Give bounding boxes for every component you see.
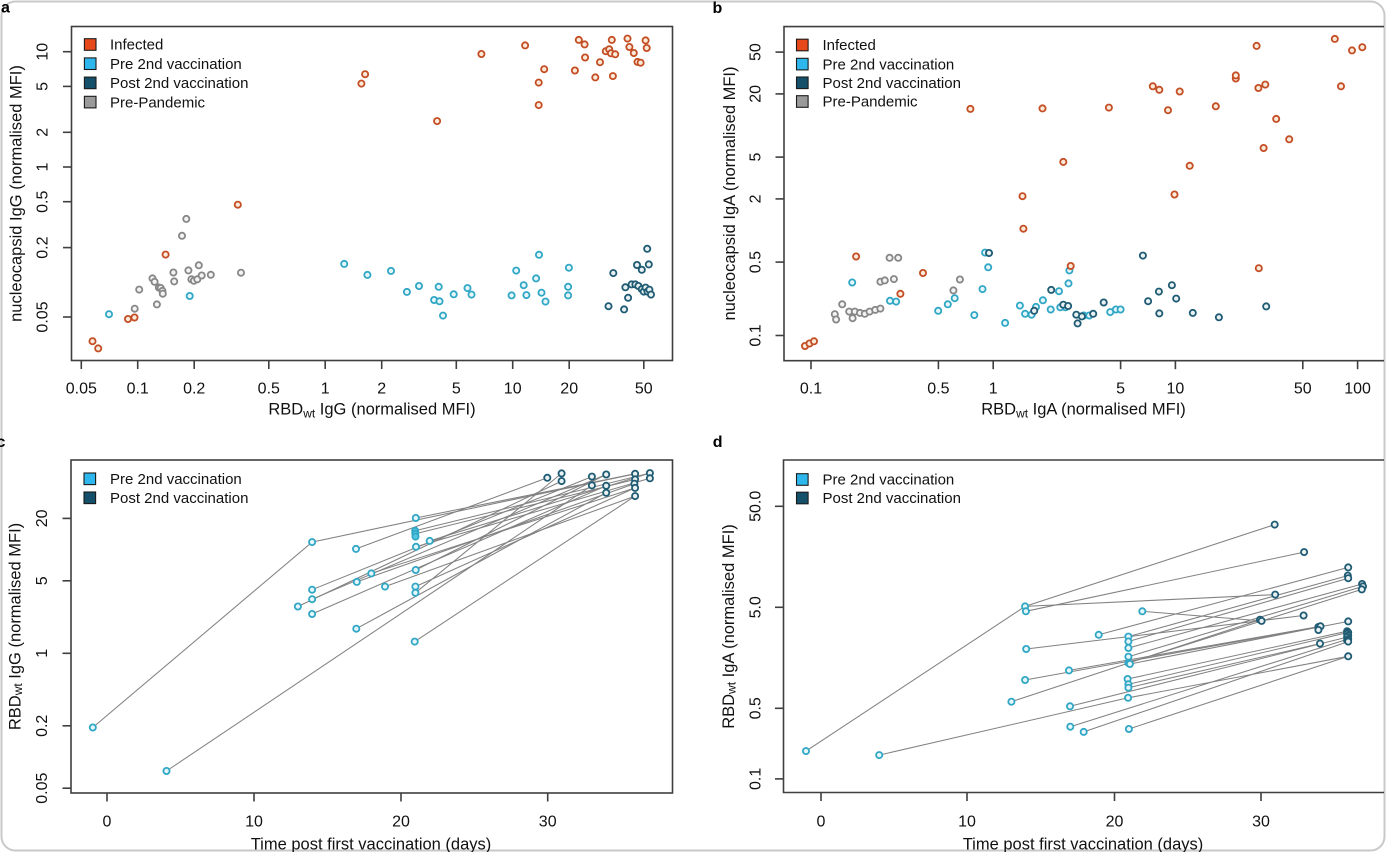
svg-text:0.1: 0.1 — [748, 768, 765, 790]
svg-text:5: 5 — [748, 153, 765, 162]
svg-text:1: 1 — [989, 381, 998, 398]
svg-text:10: 10 — [1167, 381, 1185, 398]
svg-text:1: 1 — [34, 162, 51, 171]
svg-text:Time post first vaccination (d: Time post first vaccination (days) — [963, 836, 1204, 853]
svg-text:0.2: 0.2 — [183, 381, 205, 398]
svg-text:Post 2nd vaccination: Post 2nd vaccination — [110, 490, 248, 507]
svg-text:1: 1 — [34, 649, 51, 658]
svg-text:10: 10 — [34, 43, 51, 61]
svg-text:nucleocapsid IgA (normalised M: nucleocapsid IgA (normalised MFI) — [721, 66, 739, 320]
svg-text:30: 30 — [539, 814, 557, 831]
svg-text:Post 2nd vaccination: Post 2nd vaccination — [823, 490, 961, 507]
svg-text:Pre 2nd vaccination: Pre 2nd vaccination — [110, 471, 242, 488]
svg-text:0.1: 0.1 — [800, 381, 822, 398]
svg-text:0.05: 0.05 — [66, 381, 97, 398]
svg-text:10: 10 — [245, 814, 263, 831]
svg-text:Infected: Infected — [823, 37, 876, 54]
svg-text:0.1: 0.1 — [127, 381, 149, 398]
svg-text:50.0: 50.0 — [748, 491, 765, 522]
svg-text:Time post first vaccination (d: Time post first vaccination (days) — [251, 836, 492, 853]
svg-text:0.5: 0.5 — [258, 381, 280, 398]
svg-text:0.05: 0.05 — [34, 301, 51, 332]
svg-text:20: 20 — [1106, 814, 1124, 831]
svg-text:Pre 2nd vaccination: Pre 2nd vaccination — [823, 56, 955, 73]
svg-text:d: d — [713, 434, 723, 451]
svg-text:0.1: 0.1 — [748, 324, 765, 346]
svg-text:RBDwt IgG (normalised MFI): RBDwt IgG (normalised MFI) — [6, 523, 25, 730]
svg-text:20: 20 — [392, 814, 410, 831]
svg-text:5: 5 — [1116, 381, 1125, 398]
svg-text:RBDwt IgA (normalised MFI): RBDwt IgA (normalised MFI) — [981, 400, 1186, 420]
svg-text:Pre 2nd vaccination: Pre 2nd vaccination — [110, 56, 242, 73]
svg-text:RBDwt IgA (normalised MFI): RBDwt IgA (normalised MFI) — [720, 524, 739, 729]
svg-text:Infected: Infected — [110, 37, 163, 54]
svg-text:c: c — [0, 434, 6, 451]
svg-text:50: 50 — [635, 381, 653, 398]
svg-text:30: 30 — [1252, 814, 1270, 831]
svg-text:50: 50 — [748, 43, 765, 61]
svg-text:0.2: 0.2 — [34, 236, 51, 258]
svg-text:0.05: 0.05 — [34, 773, 51, 804]
svg-text:2: 2 — [748, 194, 765, 203]
svg-text:0.5: 0.5 — [34, 190, 51, 212]
svg-text:20: 20 — [560, 381, 578, 398]
svg-text:10: 10 — [958, 814, 976, 831]
svg-text:10: 10 — [504, 381, 522, 398]
svg-text:0.5: 0.5 — [748, 251, 765, 273]
svg-text:20: 20 — [34, 509, 51, 527]
svg-text:b: b — [713, 0, 723, 17]
svg-text:0.5: 0.5 — [927, 381, 949, 398]
svg-text:Pre 2nd vaccination: Pre 2nd vaccination — [823, 472, 955, 489]
svg-text:5: 5 — [34, 576, 51, 585]
svg-text:100: 100 — [1344, 381, 1371, 398]
svg-text:5: 5 — [452, 381, 461, 398]
svg-text:nucleocapsid IgG (normalised M: nucleocapsid IgG (normalised MFI) — [7, 65, 25, 322]
svg-text:a: a — [1, 0, 10, 17]
svg-text:20: 20 — [748, 85, 765, 103]
svg-text:0: 0 — [817, 814, 826, 831]
svg-text:2: 2 — [34, 128, 51, 137]
svg-text:Post 2nd vaccination: Post 2nd vaccination — [110, 75, 248, 92]
svg-text:Post 2nd vaccination: Post 2nd vaccination — [823, 75, 961, 92]
svg-text:RBDwt IgG (normalised MFI): RBDwt IgG (normalised MFI) — [268, 400, 475, 420]
svg-text:1: 1 — [321, 381, 330, 398]
svg-text:5: 5 — [34, 82, 51, 91]
svg-text:0.2: 0.2 — [34, 715, 51, 737]
svg-text:Pre-Pandemic: Pre-Pandemic — [823, 94, 919, 111]
svg-text:5.0: 5.0 — [748, 596, 765, 618]
svg-text:0: 0 — [103, 814, 112, 831]
svg-text:0.5: 0.5 — [748, 697, 765, 719]
svg-text:2: 2 — [377, 381, 386, 398]
svg-text:50: 50 — [1294, 381, 1312, 398]
svg-text:Pre-Pandemic: Pre-Pandemic — [110, 94, 206, 111]
